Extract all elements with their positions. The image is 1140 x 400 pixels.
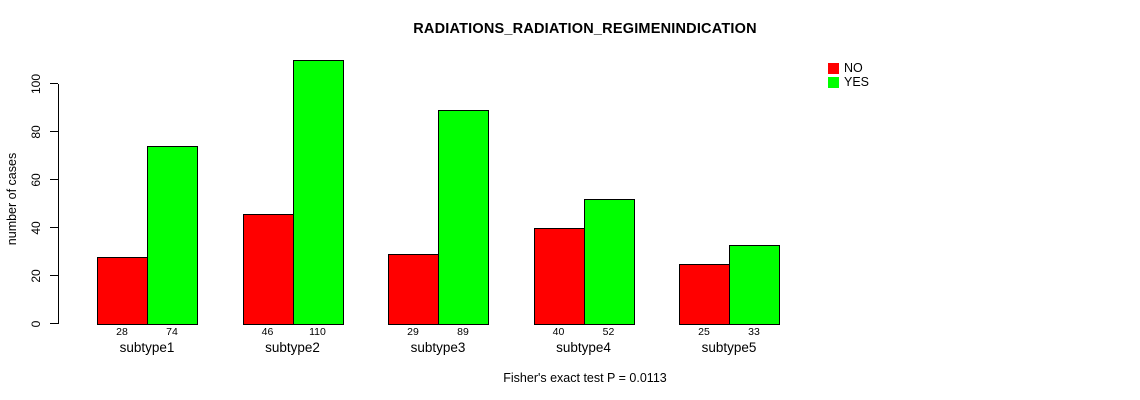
y-tick — [50, 227, 58, 228]
y-tick-label: 20 — [29, 269, 43, 283]
bar-value-label: 110 — [309, 326, 326, 338]
y-axis-label: number of cases — [5, 152, 19, 246]
y-tick-label: 80 — [29, 125, 43, 139]
legend-label: YES — [844, 75, 870, 89]
bar-no-subtype3 — [388, 254, 439, 325]
bar-no-subtype1 — [97, 256, 148, 325]
y-tick-label: 100 — [29, 73, 43, 95]
legend-swatch-yes — [828, 77, 839, 88]
x-category-label: subtype3 — [410, 340, 466, 355]
bar-value-label: 28 — [116, 326, 128, 338]
bar-value-label: 29 — [407, 326, 419, 338]
y-tick — [50, 323, 58, 324]
bar-value-label: 25 — [698, 326, 710, 338]
bar-yes-subtype4 — [583, 199, 635, 325]
caption: Fisher's exact test P = 0.0113 — [503, 371, 667, 385]
y-tick-label: 40 — [29, 221, 43, 235]
bar-no-subtype2 — [242, 213, 294, 325]
bar-value-label: 40 — [552, 326, 565, 338]
legend: NO YES — [828, 61, 870, 91]
legend-label: NO — [844, 61, 863, 75]
bar-value-label: 33 — [748, 326, 760, 338]
legend-swatch-no — [828, 63, 839, 74]
bar-yes-subtype1 — [147, 146, 198, 325]
y-axis-line — [58, 84, 59, 324]
bar-value-label: 46 — [261, 326, 274, 338]
bar-yes-subtype2 — [292, 60, 344, 325]
bar-value-label: 52 — [602, 326, 615, 338]
bar-yes-subtype5 — [729, 244, 780, 325]
y-tick — [50, 83, 58, 84]
bar-no-subtype5 — [679, 264, 730, 325]
y-tick-label: 0 — [29, 320, 43, 328]
x-category-label: subtype1 — [119, 340, 175, 355]
legend-item-yes: YES — [828, 75, 870, 89]
bar-value-label: 74 — [166, 326, 178, 338]
bar-no-subtype4 — [533, 228, 585, 325]
legend-item-no: NO — [828, 61, 869, 75]
y-tick — [50, 275, 58, 276]
x-category-label: subtype5 — [701, 340, 757, 355]
x-category-label: subtype2 — [265, 340, 320, 355]
bar-value-label: 89 — [457, 326, 469, 338]
x-category-label: subtype4 — [556, 340, 611, 355]
y-tick — [50, 179, 58, 180]
y-tick — [50, 131, 58, 132]
chart-title: RADIATIONS_RADIATION_REGIMENINDICATION — [413, 21, 757, 37]
y-tick-label: 60 — [29, 173, 43, 187]
bar-yes-subtype3 — [438, 110, 489, 325]
